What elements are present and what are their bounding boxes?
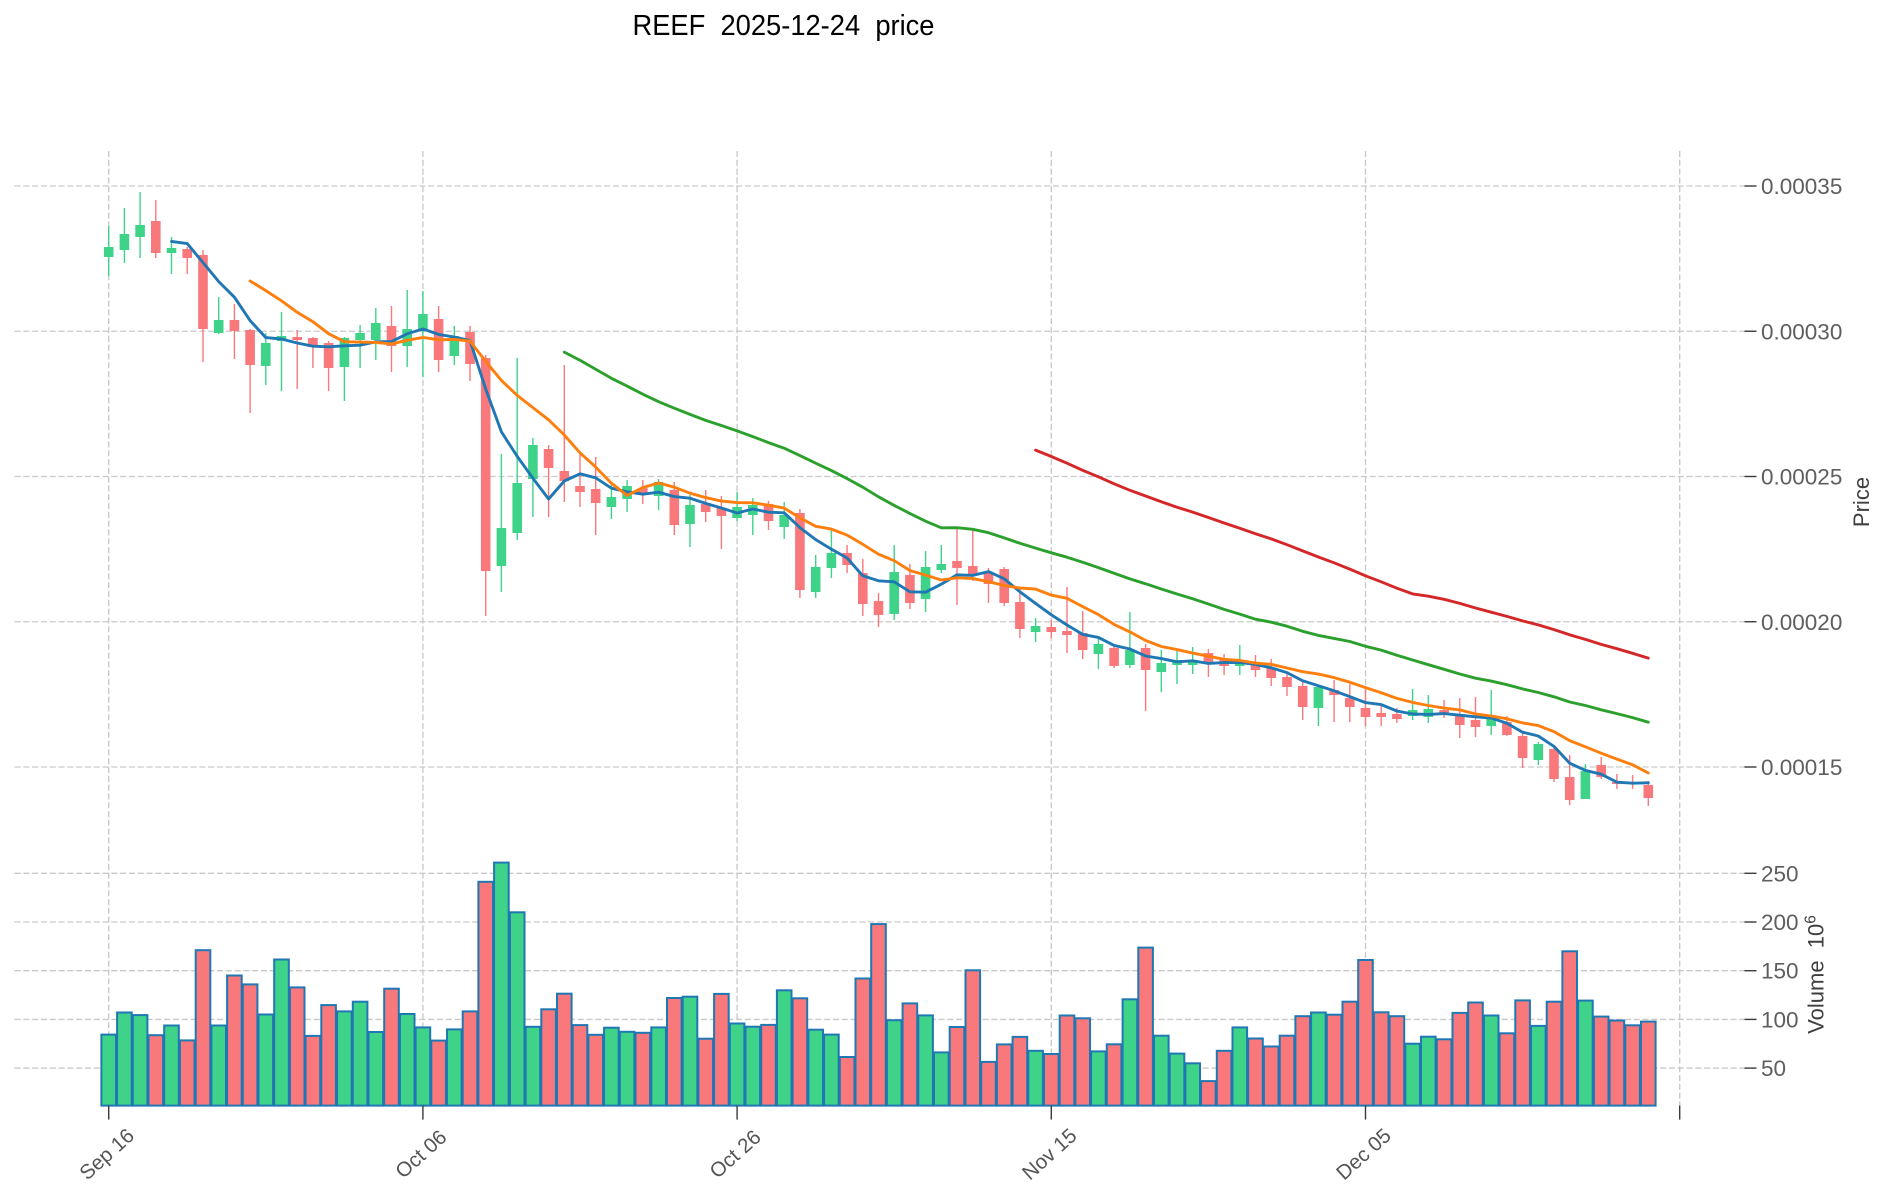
svg-text:Price: Price xyxy=(1849,477,1874,527)
svg-text:100: 100 xyxy=(1761,1007,1799,1032)
svg-text:0.00030: 0.00030 xyxy=(1761,319,1842,344)
svg-text:0.00025: 0.00025 xyxy=(1761,465,1842,490)
svg-text:50: 50 xyxy=(1761,1056,1786,1081)
svg-text:150: 150 xyxy=(1761,959,1799,984)
svg-text:Volume 106: Volume 106 xyxy=(1803,915,1829,1034)
svg-text:200: 200 xyxy=(1761,910,1799,935)
svg-text:REEF 2025-12-24 price: REEF 2025-12-24 price xyxy=(633,10,935,42)
svg-text:0.00035: 0.00035 xyxy=(1761,174,1842,199)
svg-text:0.00015: 0.00015 xyxy=(1761,755,1842,780)
svg-text:250: 250 xyxy=(1761,861,1799,886)
svg-text:0.00020: 0.00020 xyxy=(1761,610,1842,635)
